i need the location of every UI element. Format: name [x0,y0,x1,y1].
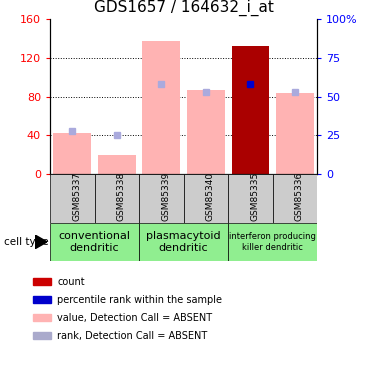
Bar [98,155,136,174]
Bar [33,296,51,303]
Text: count: count [58,277,85,286]
Bar [187,90,225,174]
Text: rank, Detection Call = ABSENT: rank, Detection Call = ABSENT [58,331,208,340]
Bar [232,46,269,174]
Text: value, Detection Call = ABSENT: value, Detection Call = ABSENT [58,313,213,322]
Text: percentile rank within the sample: percentile rank within the sample [58,295,223,304]
Bar [50,223,139,261]
Bar [139,223,228,261]
Bar [33,332,51,339]
Polygon shape [35,235,47,249]
Bar [139,174,184,223]
Text: cell type: cell type [4,237,48,247]
Text: interferon producing
killer dendritic: interferon producing killer dendritic [229,232,316,252]
Bar [33,278,51,285]
Text: conventional
dendritic: conventional dendritic [59,231,131,253]
Text: GSM85336: GSM85336 [295,172,304,221]
Text: GSM85337: GSM85337 [72,172,81,221]
Bar [142,41,180,174]
Text: GSM85339: GSM85339 [161,172,170,221]
Text: GSM85335: GSM85335 [250,172,259,221]
Bar [273,174,317,223]
Text: plasmacytoid
dendritic: plasmacytoid dendritic [146,231,221,253]
Bar [50,174,95,223]
Bar [276,93,314,174]
Text: GSM85340: GSM85340 [206,172,215,221]
Bar [228,174,273,223]
Bar [33,314,51,321]
Bar [184,174,228,223]
Text: GSM85338: GSM85338 [117,172,126,221]
Title: GDS1657 / 164632_i_at: GDS1657 / 164632_i_at [94,0,273,16]
Bar [95,174,139,223]
Bar [228,223,317,261]
Bar [53,132,91,174]
